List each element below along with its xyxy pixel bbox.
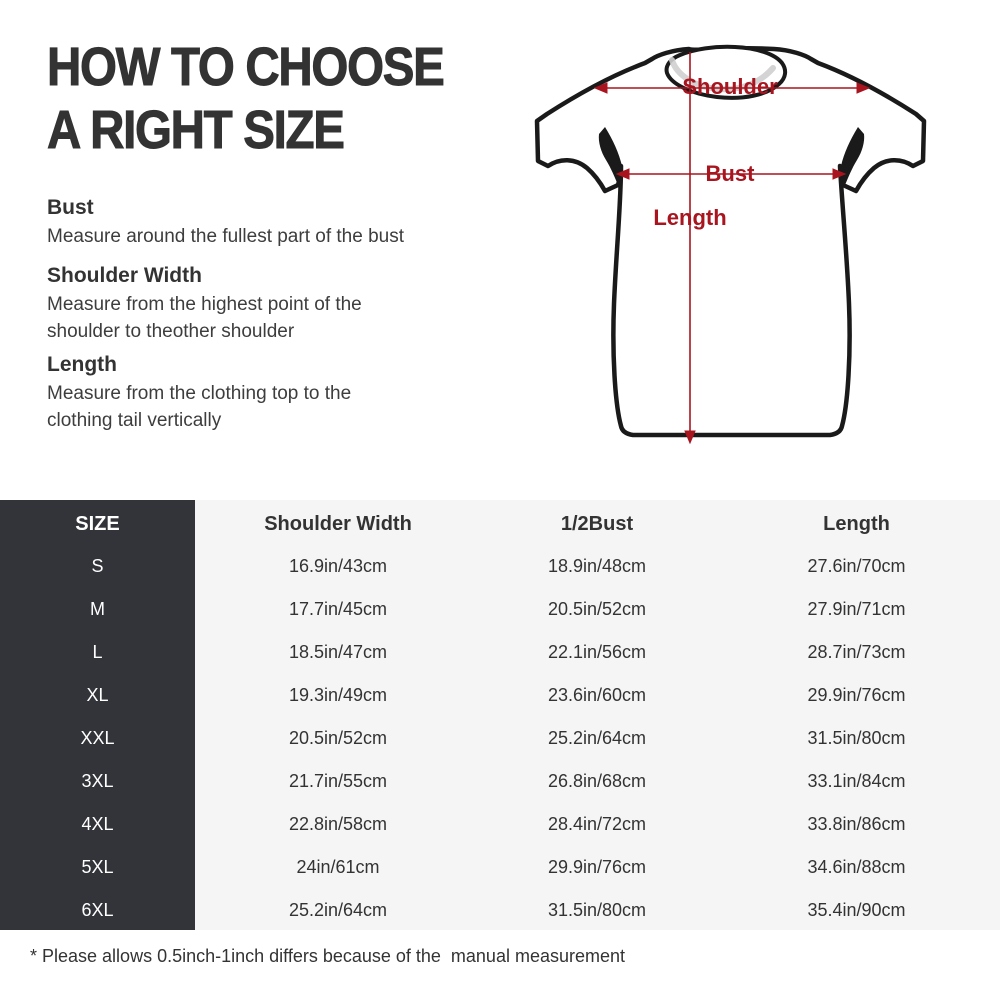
svg-text:Length: Length: [653, 205, 726, 230]
svg-text:Bust: Bust: [706, 161, 756, 186]
svg-text:Shoulder: Shoulder: [682, 74, 778, 99]
